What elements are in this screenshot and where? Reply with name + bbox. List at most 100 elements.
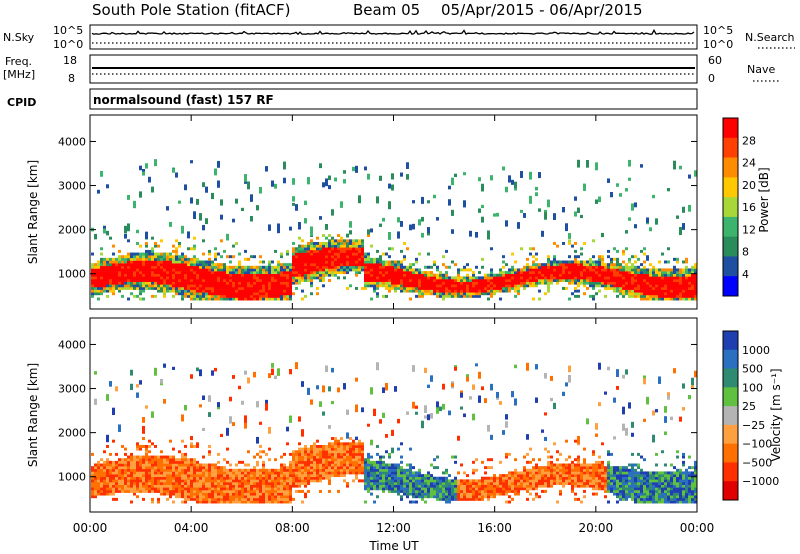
scatter-cell — [268, 474, 271, 478]
scatter-cell — [331, 260, 334, 264]
scatter-cell — [106, 466, 109, 470]
scatter-cell — [490, 273, 493, 277]
scatter-cell — [196, 444, 199, 448]
scatter-cell — [265, 292, 268, 296]
scatter-cell — [355, 450, 358, 454]
scatter-cell — [208, 495, 211, 499]
scatter-cell — [517, 279, 520, 282]
scatter-cell — [655, 271, 658, 275]
scatter-cell — [643, 271, 646, 275]
scatter-cell — [220, 489, 223, 493]
scatter-cell — [694, 273, 697, 277]
scatter-cell — [358, 263, 361, 267]
scatter-cell — [166, 489, 169, 493]
scatter-cell — [220, 273, 223, 277]
scatter-cell — [487, 276, 490, 280]
scatter-cell — [277, 273, 280, 277]
scatter-cell — [127, 471, 130, 475]
scatter-cell — [331, 437, 334, 440]
scatter-cell — [223, 484, 226, 488]
scatter-cell — [250, 492, 253, 496]
scatter-cell — [505, 273, 508, 277]
scatter-cell — [166, 271, 169, 275]
scatter-cell — [286, 442, 289, 446]
scatter-cell — [148, 444, 151, 448]
scatter-cell — [445, 468, 448, 472]
scatter-cell — [538, 172, 541, 179]
scatter-cell — [649, 276, 652, 280]
scatter-cell — [574, 196, 577, 201]
scatter-cell — [595, 273, 598, 277]
scatter-cell — [145, 255, 148, 259]
scatter-cell — [370, 439, 373, 443]
scatter-cell — [115, 497, 118, 501]
scatter-cell — [298, 458, 301, 462]
scatter-cell — [277, 468, 280, 472]
scatter-cell — [331, 263, 334, 267]
scatter-cell — [547, 281, 550, 285]
scatter-cell — [463, 289, 466, 293]
scatter-cell — [280, 284, 283, 288]
scatter-cell — [136, 455, 139, 459]
scatter-cell — [367, 268, 370, 272]
colorbar-tick-label: 8 — [742, 246, 749, 259]
scatter-cell — [454, 281, 457, 285]
scatter-cell — [223, 476, 226, 480]
scatter-cell — [418, 487, 421, 491]
scatter-cell — [499, 297, 502, 301]
scatter-cell — [112, 260, 115, 264]
scatter-cell — [370, 273, 373, 277]
scatter-cell — [436, 497, 439, 501]
scatter-cell — [283, 281, 286, 285]
scatter-cell — [199, 484, 202, 488]
scatter-cell — [499, 289, 502, 293]
scatter-cell — [268, 284, 271, 288]
scatter-cell — [415, 276, 418, 280]
scatter-cell — [421, 482, 424, 485]
scatter-cell — [652, 292, 655, 296]
scatter-cell — [388, 484, 391, 488]
scatter-cell — [262, 286, 265, 290]
scatter-cell — [358, 447, 361, 451]
scatter-cell — [325, 455, 328, 459]
scatter-cell — [313, 249, 316, 253]
scatter-cell — [523, 268, 526, 272]
scatter-cell — [178, 479, 181, 483]
scatter-cell — [163, 363, 166, 368]
scatter-cell — [409, 286, 412, 290]
scatter-cell — [253, 482, 256, 485]
scatter-cell — [568, 255, 571, 259]
scatter-cell — [232, 468, 235, 472]
scatter-cell — [172, 271, 175, 275]
scatter-cell — [148, 255, 151, 259]
scatter-cell — [685, 276, 688, 280]
scatter-cell — [139, 271, 142, 275]
scatter-cell — [556, 260, 559, 264]
scatter-cell — [466, 487, 469, 491]
scatter-cell — [250, 497, 253, 501]
scatter-cell — [334, 463, 337, 467]
scatter-cell — [205, 297, 208, 301]
velocity-heatmap — [91, 362, 697, 504]
scatter-cell — [676, 257, 679, 261]
scatter-cell — [193, 484, 196, 488]
scatter-cell — [148, 176, 151, 183]
scatter-cell — [292, 482, 295, 485]
scatter-cell — [109, 271, 112, 275]
scatter-cell — [145, 482, 148, 485]
scatter-cell — [412, 500, 415, 504]
scatter-cell — [583, 273, 586, 277]
scatter-cell — [184, 479, 187, 483]
scatter-cell — [307, 387, 310, 395]
scatter-cell — [136, 384, 139, 388]
scatter-cell — [97, 460, 100, 464]
scatter-cell — [112, 463, 115, 467]
scatter-cell — [385, 279, 388, 282]
scatter-cell — [106, 276, 109, 280]
scatter-cell — [247, 476, 250, 480]
scatter-cell — [184, 292, 187, 296]
scatter-cell — [259, 495, 262, 499]
scatter-cell — [130, 458, 133, 462]
scatter-cell — [361, 249, 364, 253]
scatter-cell — [262, 476, 265, 480]
